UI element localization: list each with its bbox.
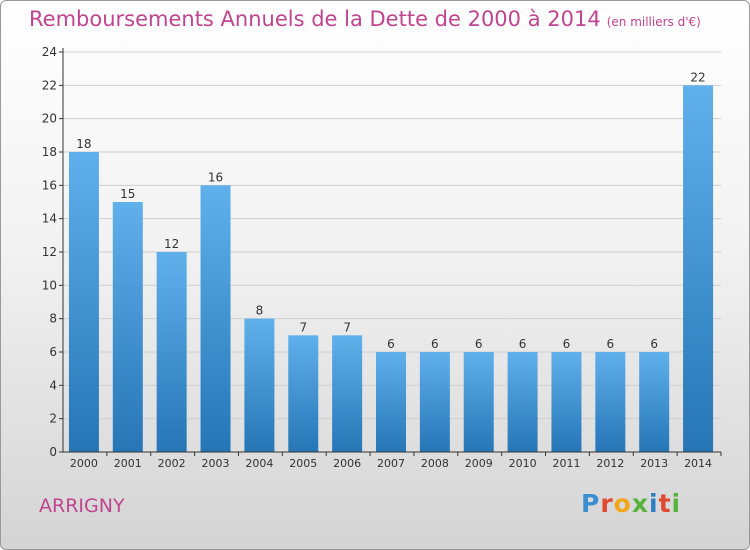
logo-letter: r bbox=[600, 489, 614, 518]
y-tick-label: 10 bbox=[42, 278, 57, 292]
commune-name: ARRIGNY bbox=[39, 495, 125, 517]
bar-value-label: 6 bbox=[431, 337, 439, 351]
bar-value-label: 6 bbox=[563, 337, 571, 351]
axes bbox=[59, 48, 722, 456]
bar-value-label: 12 bbox=[164, 237, 179, 251]
bar bbox=[112, 202, 143, 452]
logo-letter: o bbox=[613, 489, 632, 518]
x-tick-label: 2008 bbox=[421, 457, 449, 470]
bar-value-label: 6 bbox=[519, 337, 527, 351]
x-tick-label: 2004 bbox=[245, 457, 273, 470]
logo-letter: t bbox=[658, 489, 672, 518]
y-tick-label: 14 bbox=[42, 212, 57, 226]
bar bbox=[376, 352, 406, 452]
chart-subtitle: (en milliers d'€) bbox=[606, 15, 701, 29]
y-tick-label: 18 bbox=[42, 145, 57, 159]
y-tick-label: 16 bbox=[42, 178, 57, 192]
bar-value-label: 15 bbox=[120, 187, 135, 201]
y-tick-label: 2 bbox=[49, 412, 57, 426]
x-tick-label: 2003 bbox=[202, 457, 230, 470]
bar-value-label: 22 bbox=[690, 70, 705, 84]
labels: 0246810121416182022241820001520011220021… bbox=[42, 45, 712, 470]
bar bbox=[244, 318, 275, 452]
bar bbox=[68, 152, 99, 452]
bar-value-label: 6 bbox=[387, 337, 395, 351]
bar-value-label: 6 bbox=[607, 337, 615, 351]
x-tick-label: 2013 bbox=[640, 457, 668, 470]
y-tick-label: 24 bbox=[42, 45, 57, 59]
x-tick-label: 2000 bbox=[70, 457, 98, 470]
x-tick-label: 2001 bbox=[114, 457, 142, 470]
x-tick-label: 2012 bbox=[596, 457, 624, 470]
logo-letter: x bbox=[631, 489, 649, 518]
x-tick-label: 2009 bbox=[465, 457, 493, 470]
x-tick-label: 2006 bbox=[333, 457, 361, 470]
logo-letter: i bbox=[649, 489, 659, 518]
bar-value-label: 7 bbox=[343, 320, 351, 334]
bar bbox=[288, 335, 319, 452]
logo-letter: i bbox=[671, 489, 682, 518]
bar-value-label: 7 bbox=[299, 320, 307, 334]
bar bbox=[639, 352, 670, 452]
y-tick-label: 22 bbox=[42, 78, 57, 92]
bar bbox=[507, 352, 538, 452]
bar bbox=[683, 85, 714, 452]
bar-value-label: 8 bbox=[256, 304, 264, 318]
logo-letter: P bbox=[581, 489, 601, 518]
bar bbox=[463, 352, 494, 452]
x-tick-label: 2005 bbox=[289, 457, 317, 470]
y-tick-label: 20 bbox=[42, 112, 57, 126]
bar bbox=[200, 185, 231, 453]
bar-value-label: 6 bbox=[650, 337, 658, 351]
bar-value-label: 18 bbox=[76, 137, 91, 151]
chart-title-text: Remboursements Annuels de la Dette de 20… bbox=[29, 7, 601, 31]
y-tick-label: 4 bbox=[49, 378, 57, 392]
bar bbox=[156, 252, 187, 452]
bar-value-label: 16 bbox=[208, 170, 223, 184]
bar bbox=[551, 352, 582, 452]
x-tick-label: 2011 bbox=[552, 457, 580, 470]
y-tick-label: 12 bbox=[42, 245, 57, 259]
proxiti-logo[interactable]: Proxiti bbox=[581, 489, 681, 518]
y-tick-label: 0 bbox=[49, 445, 57, 459]
x-tick-label: 2010 bbox=[509, 457, 537, 470]
chart-title: Remboursements Annuels de la Dette de 20… bbox=[29, 7, 701, 31]
x-tick-label: 2007 bbox=[377, 457, 405, 470]
bar bbox=[595, 352, 626, 452]
bars bbox=[68, 85, 714, 453]
bar-value-label: 6 bbox=[475, 337, 483, 351]
y-tick-label: 8 bbox=[49, 312, 57, 326]
bar bbox=[419, 352, 450, 452]
x-tick-label: 2014 bbox=[684, 457, 712, 470]
bar bbox=[332, 335, 363, 452]
y-tick-label: 6 bbox=[49, 345, 57, 359]
x-tick-label: 2002 bbox=[158, 457, 186, 470]
